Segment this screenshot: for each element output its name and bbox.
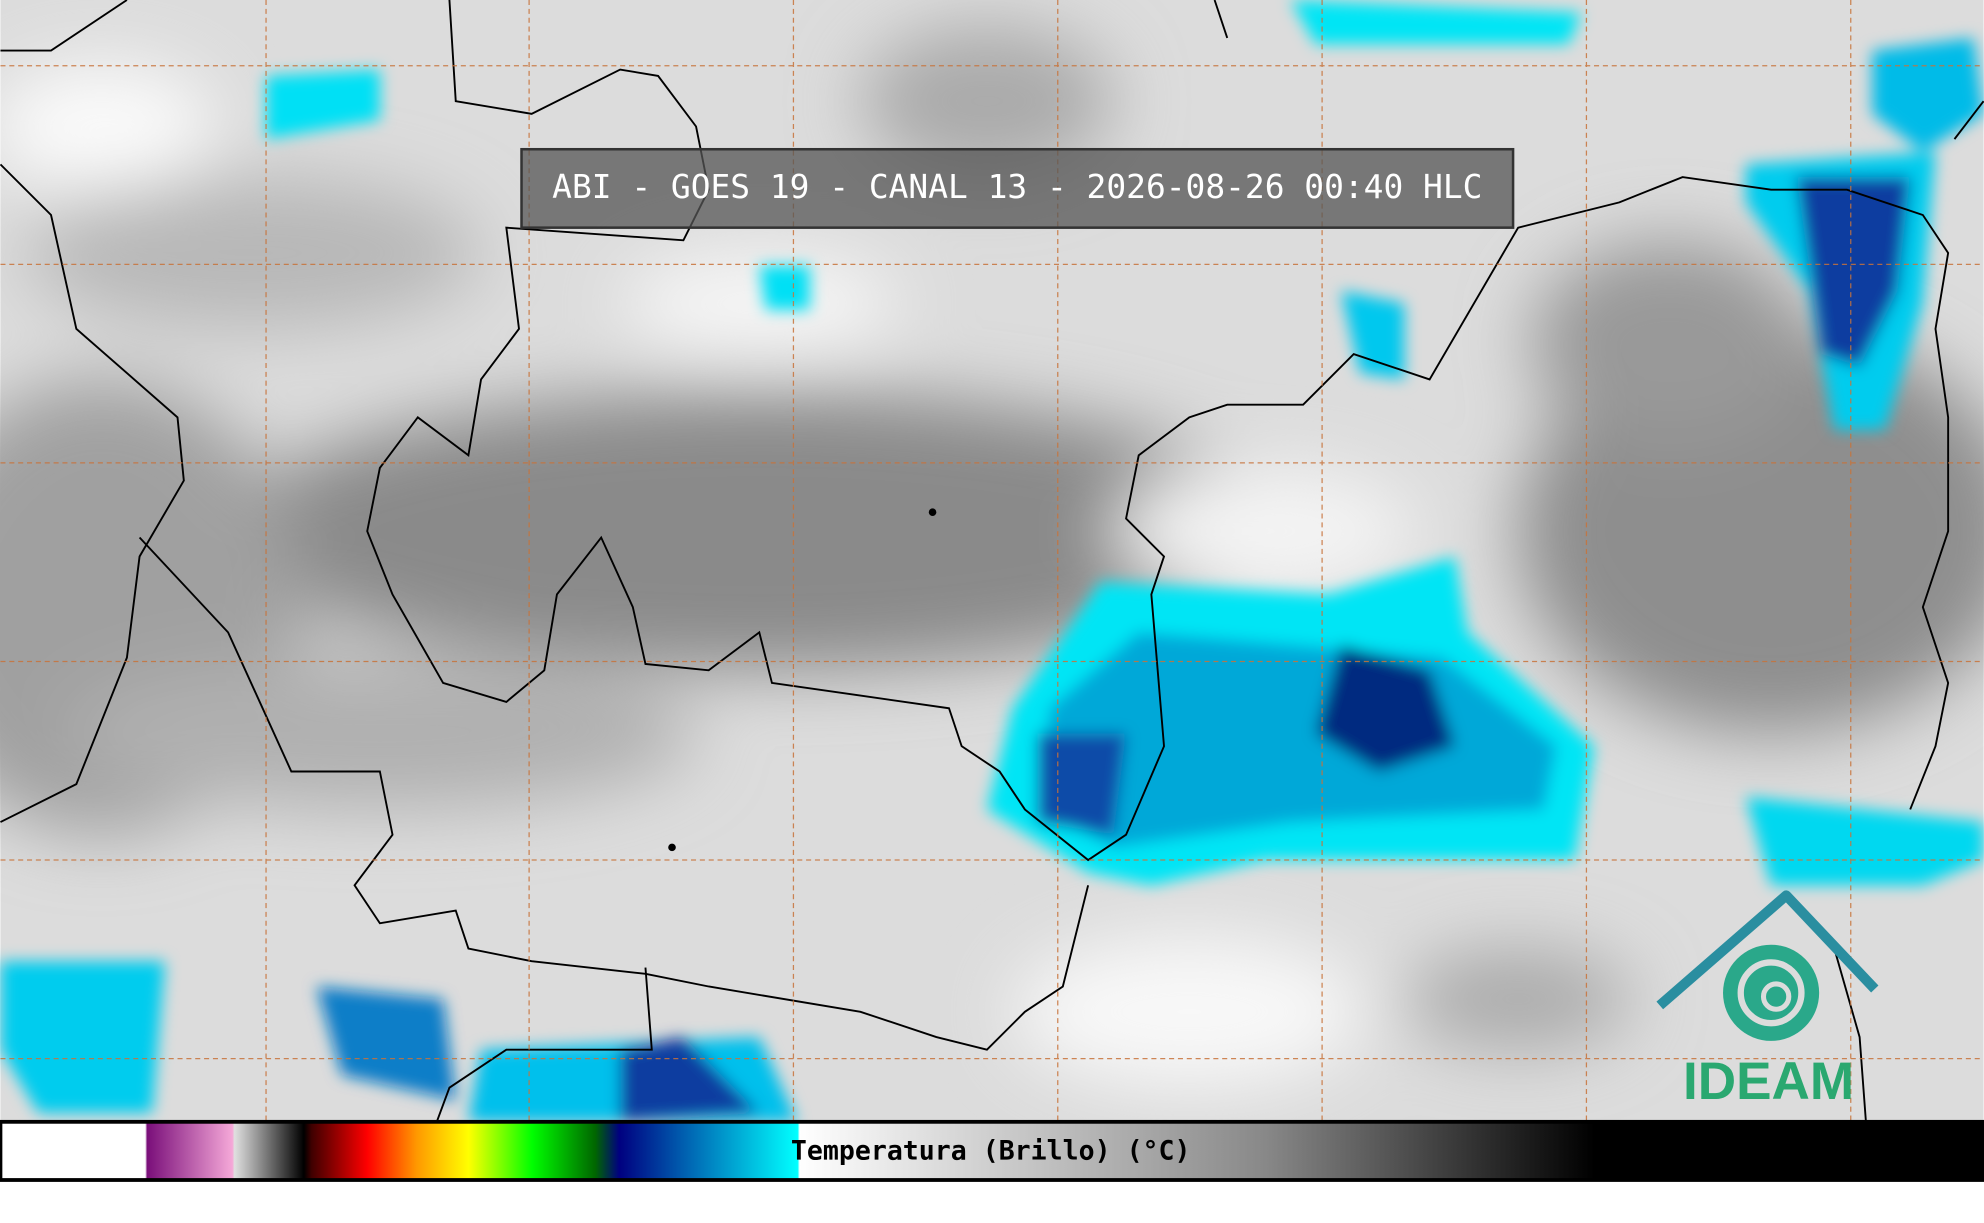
colorbar-label: Temperatura (Brillo) (°C) xyxy=(791,1136,1191,1167)
logo: IDEAM xyxy=(1656,890,1879,1111)
title-box: ABI - GOES 19 - CANAL 13 - 2026-08-26 00… xyxy=(520,147,1515,229)
colorbar: Temperatura (Brillo) (°C) xyxy=(0,1119,1984,1182)
title: ABI - GOES 19 - CANAL 13 - 2026-08-26 00… xyxy=(552,167,1482,206)
city-dot xyxy=(928,508,937,517)
city-dot xyxy=(668,843,676,852)
logo-text: IDEAM xyxy=(1683,1052,1854,1111)
borders xyxy=(0,0,1984,1123)
